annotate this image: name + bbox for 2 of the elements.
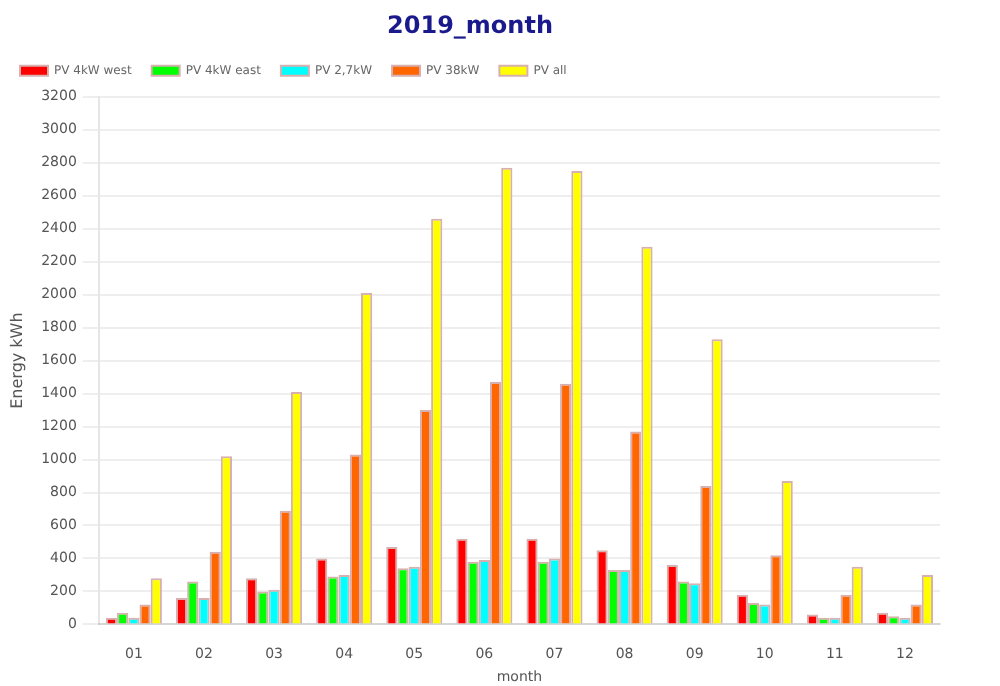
chart-title: 2019_month xyxy=(387,10,553,39)
y-axis-title: Energy kWh xyxy=(7,312,26,409)
